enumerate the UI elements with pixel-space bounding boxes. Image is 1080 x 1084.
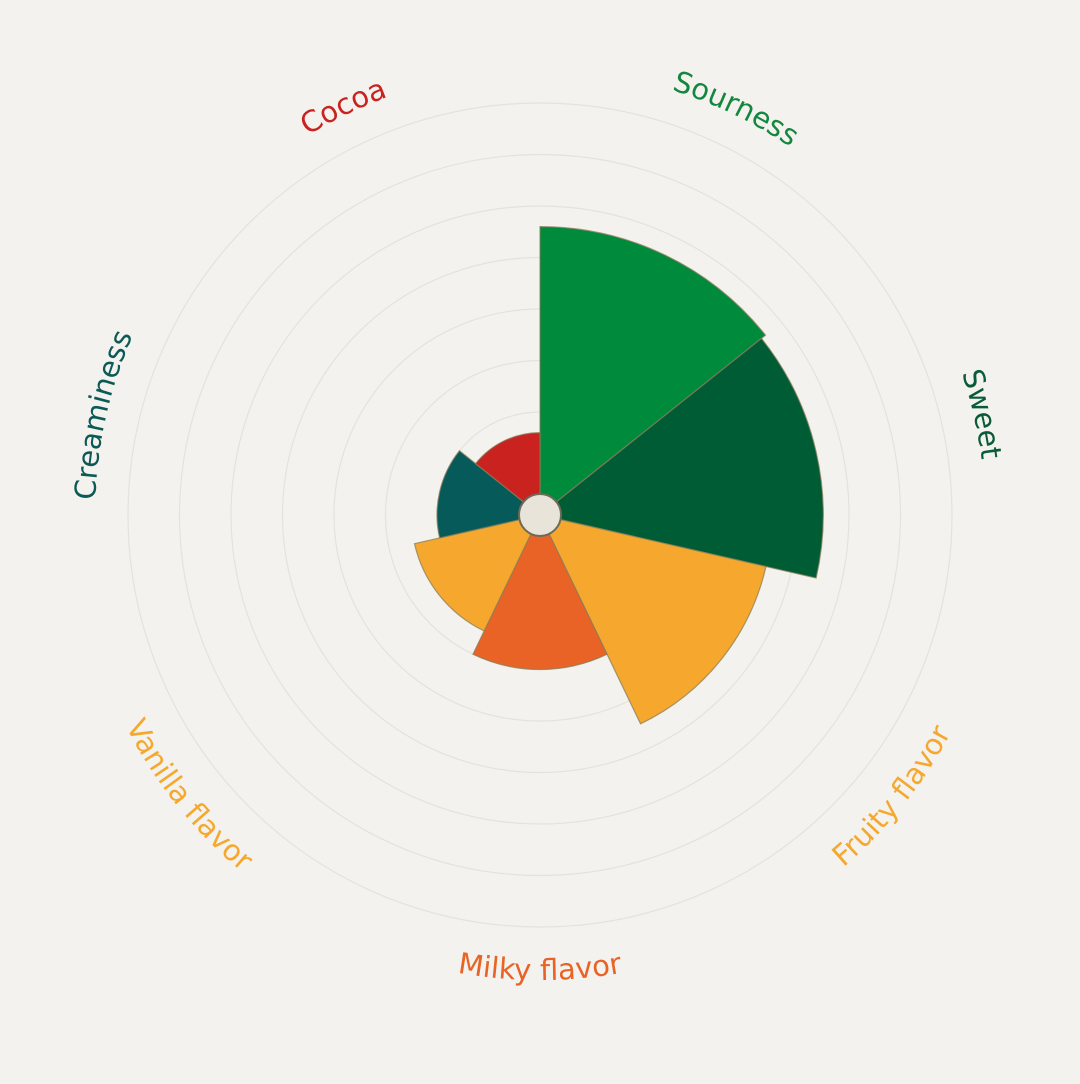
category-label-sourness: Sourness (669, 64, 805, 153)
category-label-text: Fruity flavor (825, 719, 957, 872)
category-label-text: Creaminess (68, 325, 139, 501)
wedge-cocoa (474, 431, 541, 517)
wedge-creaminess (436, 449, 542, 539)
category-label-cocoa: Cocoa (294, 71, 391, 141)
category-label-sweet: Sweet (955, 365, 1008, 461)
wedge-group (413, 225, 824, 725)
center-hub (518, 493, 562, 537)
label-path (95, 185, 241, 683)
category-label-creaminess: Creaminess (68, 325, 139, 501)
wedge-vanilla-flavor (413, 514, 542, 632)
label-path (76, 544, 409, 961)
wedge-fruity-flavor (538, 514, 767, 725)
wedge-sourness (539, 225, 767, 517)
grid-ring (230, 205, 850, 825)
wedge-sweet (538, 337, 824, 579)
category-label-text: Cocoa (294, 71, 391, 141)
wedge-milky-flavor (472, 513, 608, 671)
category-label-text: Sweet (955, 365, 1008, 461)
category-label-fruity-flavor: Fruity flavor (825, 719, 957, 872)
grid-ring (127, 102, 953, 928)
category-label-text: Sourness (669, 64, 805, 153)
category-label-milky-flavor: Milky flavor (456, 946, 624, 987)
label-path (839, 185, 985, 683)
grid-ring (178, 153, 902, 877)
category-label-text: Milky flavor (456, 946, 624, 987)
